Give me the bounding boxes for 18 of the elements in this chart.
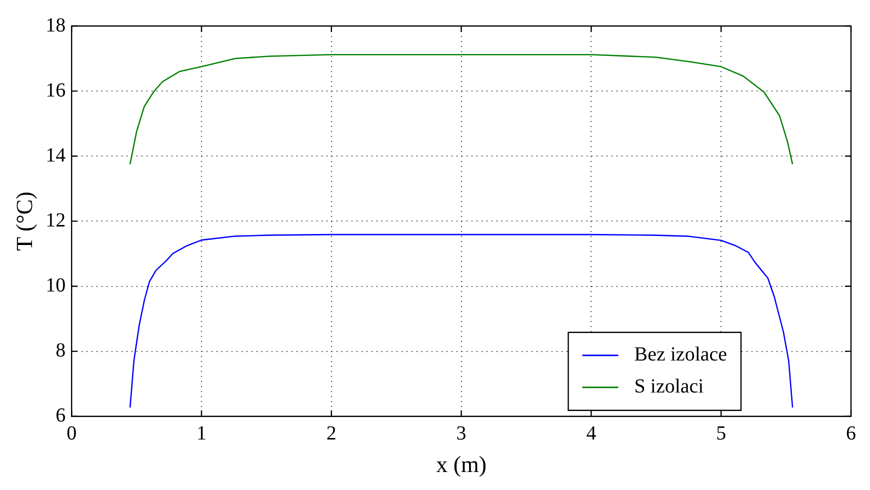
x-tick-label: 6 (846, 422, 856, 445)
y-tick-label: 12 (46, 209, 66, 232)
y-tick-label: 6 (56, 404, 66, 427)
y-tick-label: 8 (56, 340, 66, 362)
x-tick-label: 4 (586, 422, 596, 445)
y-axis-title: T (°C) (12, 192, 37, 251)
y-tick-label: 16 (46, 79, 66, 102)
y-tick-label: 14 (46, 144, 66, 166)
legend-label: S izolaci (634, 376, 704, 398)
y-tick-label: 10 (46, 274, 66, 297)
x-tick-label: 2 (326, 422, 336, 445)
x-axis-title: x (m) (436, 452, 487, 478)
x-tick-label: 1 (196, 422, 206, 445)
x-tick-label: 0 (66, 422, 77, 445)
x-tick-label: 3 (456, 422, 466, 445)
legend-label: Bez izolace (634, 344, 728, 366)
x-tick-label: 5 (716, 422, 726, 445)
y-tick-label: 18 (46, 14, 66, 36)
